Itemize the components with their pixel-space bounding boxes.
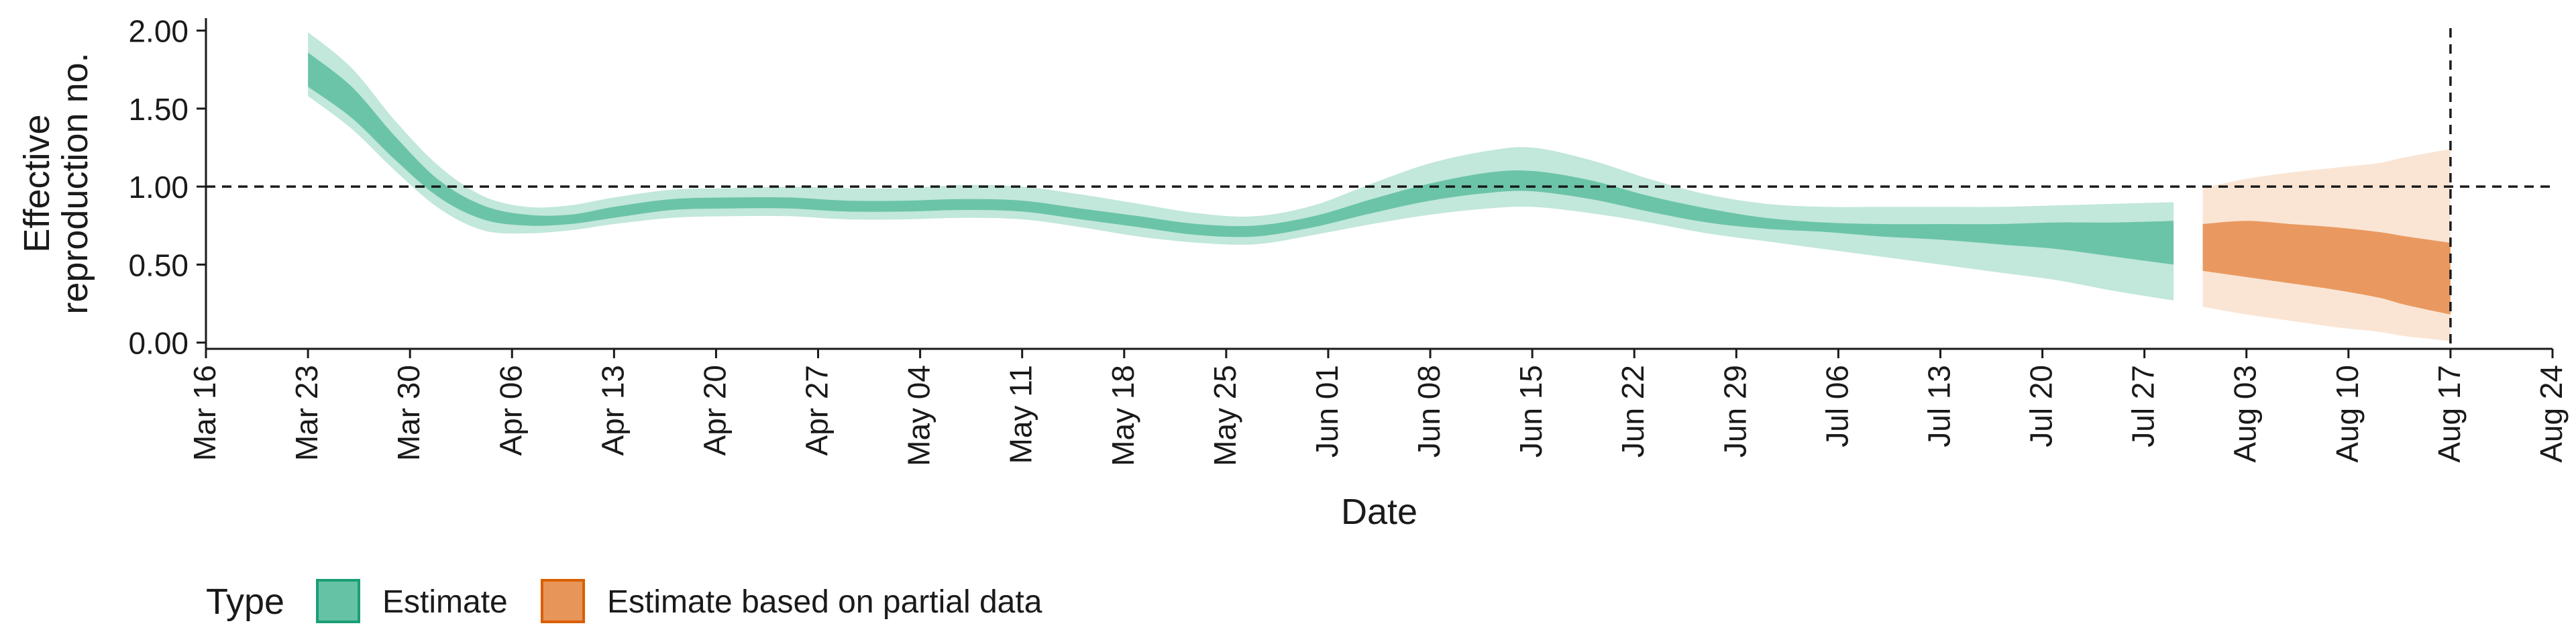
legend-key-partial: [541, 579, 585, 623]
y-tick-label: 0.50: [128, 248, 189, 282]
x-tick-label: Aug 10: [2330, 365, 2365, 463]
x-tick-label: May 04: [902, 365, 936, 466]
x-tick-label: Jul 20: [2024, 365, 2059, 447]
legend-title: Type: [206, 582, 284, 622]
x-tick-label: Jun 22: [1615, 365, 1650, 458]
x-tick-label: Aug 24: [2534, 365, 2569, 463]
x-tick-label: Jul 06: [1819, 365, 1854, 447]
x-tick-label: Jul 27: [2126, 365, 2161, 447]
x-axis-label: Date: [1341, 492, 1417, 532]
y-tick-label: 0.00: [128, 326, 189, 361]
partial-inner-band: [2202, 221, 2451, 315]
x-tick-label: May 18: [1106, 365, 1140, 466]
x-tick-label: Mar 23: [289, 365, 324, 461]
x-tick-label: Aug 03: [2228, 365, 2263, 463]
legend: Type Estimate Estimate based on partial …: [206, 579, 1042, 623]
estimate-outer-band: [308, 32, 2174, 301]
axes: [205, 18, 2553, 350]
x-tick-label: Mar 16: [187, 365, 222, 461]
y-tick-label: 2.00: [128, 14, 189, 49]
x-ticks: Mar 16 Mar 23 Mar 30 Apr 06 Apr 13 Apr 20 Apr …: [187, 349, 2569, 466]
x-tick-label: Jun 15: [1513, 365, 1548, 458]
legend-label-estimate: Estimate: [382, 584, 508, 620]
x-tick-label: Jun 08: [1411, 365, 1446, 458]
x-tick-label: Jun 29: [1717, 365, 1752, 458]
chart-bands: [308, 32, 2451, 341]
x-tick-label: Jun 01: [1309, 365, 1344, 458]
x-tick-label: May 25: [1208, 365, 1242, 466]
y-tick-label: 1.00: [128, 170, 189, 205]
y-axis-label-line-1: Effective: [17, 114, 57, 252]
x-tick-label: Apr 13: [595, 365, 630, 456]
y-ticks: 0.00 0.50 1.00 1.50 2.00: [128, 14, 206, 361]
x-tick-label: Mar 30: [391, 365, 426, 461]
x-tick-label: Jul 13: [1921, 365, 1956, 447]
legend-label-partial: Estimate based on partial data: [607, 584, 1042, 620]
estimate-inner-band: [308, 52, 2174, 265]
x-tick-label: May 11: [1004, 365, 1038, 464]
y-axis-label-line-2: reproduction no.: [55, 52, 95, 314]
reference-lines: [206, 28, 2553, 349]
x-tick-label: Apr 06: [493, 365, 528, 456]
x-tick-label: Apr 27: [800, 365, 835, 456]
legend-key-estimate: [316, 579, 360, 623]
x-tick-label: Apr 20: [697, 365, 732, 456]
x-tick-label: Aug 17: [2432, 365, 2467, 463]
y-tick-label: 1.50: [128, 92, 189, 127]
